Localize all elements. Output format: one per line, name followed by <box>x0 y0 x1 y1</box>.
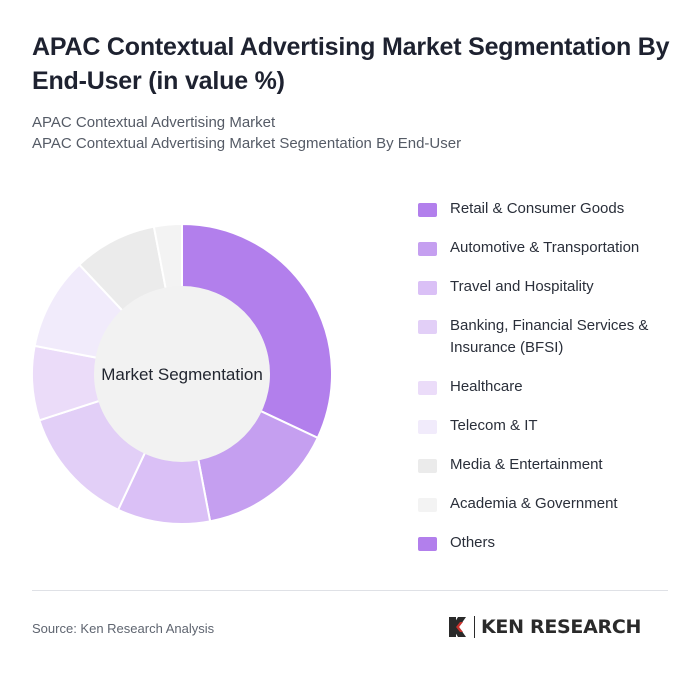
legend-swatch <box>418 320 437 334</box>
legend-swatch <box>418 242 437 256</box>
legend-swatch <box>418 420 437 434</box>
logo-separator <box>474 616 475 638</box>
legend-swatch <box>418 459 437 473</box>
legend-label: Academia & Government <box>450 495 618 512</box>
legend-label: Travel and Hospitality <box>450 278 594 295</box>
legend-item: Academia & Government <box>418 493 678 515</box>
legend-item: Telecom & IT <box>418 415 678 437</box>
legend-label: Healthcare <box>450 378 523 395</box>
subtitle-line-market: APAC Contextual Advertising Market <box>32 114 276 131</box>
donut-center-label: Market Segmentation <box>101 365 263 384</box>
legend-swatch <box>418 281 437 295</box>
legend-label: Telecom & IT <box>450 417 538 434</box>
legend-label: Automotive & Transportation <box>450 239 640 256</box>
legend-label: Banking, Financial Services & Insurance … <box>450 317 649 356</box>
ken-research-logo-icon <box>449 617 466 637</box>
legend-swatch <box>418 203 437 217</box>
legend-swatch <box>418 498 437 512</box>
legend-item: Retail & Consumer Goods <box>418 198 678 220</box>
donut-chart: Market Segmentation <box>31 222 333 525</box>
logo-text: KEN RESEARCH <box>481 616 642 638</box>
legend-item: Travel and Hospitality <box>418 276 678 298</box>
source-note: Source: Ken Research Analysis <box>32 621 215 636</box>
ken-research-logo: KEN RESEARCH <box>447 614 641 640</box>
chart-legend: Retail & Consumer Goods Automotive & Tran… <box>418 198 678 571</box>
legend-swatch <box>418 381 437 395</box>
legend-item: Others <box>418 532 678 554</box>
footer-divider <box>32 590 668 591</box>
legend-swatch <box>418 537 437 551</box>
legend-label: Retail & Consumer Goods <box>450 200 625 217</box>
donut-center <box>94 286 270 462</box>
legend-item: Healthcare <box>418 376 678 398</box>
legend-label: Media & Entertainment <box>450 456 603 473</box>
legend-item: Media & Entertainment <box>418 454 678 476</box>
legend-label: Others <box>450 534 496 551</box>
legend-item: Banking, Financial Services & Insurance … <box>418 315 678 359</box>
chart-title: APAC Contextual Advertising Market Segme… <box>32 33 670 95</box>
chart-subtitle: APAC Contextual Advertising Market APAC … <box>32 112 672 154</box>
subtitle-line-segmentation: APAC Contextual Advertising Market Segme… <box>32 135 462 152</box>
legend-item: Automotive & Transportation <box>418 237 678 259</box>
